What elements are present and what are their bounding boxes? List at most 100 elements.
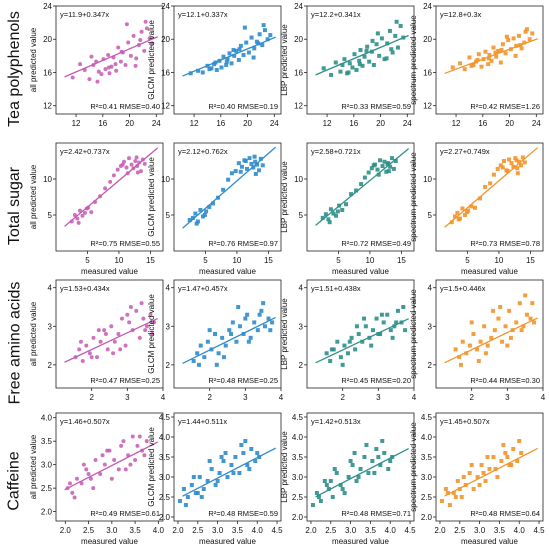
data-point [135,443,140,448]
data-point [96,328,101,333]
data-point [481,471,486,475]
data-point [384,169,389,174]
data-point [475,475,480,479]
data-point [99,72,104,77]
data-point [390,335,395,340]
data-point [205,479,210,483]
data-point [255,162,260,167]
data-point [133,159,138,163]
data-point [342,491,347,495]
y-axis-label: all predicted value [29,27,38,92]
data-point [256,168,261,173]
data-point [191,475,196,479]
data-point [130,434,135,439]
data-point [475,58,480,62]
data-point [207,459,212,463]
data-point [133,63,138,68]
data-point [193,211,198,216]
data-point [346,351,351,356]
x-tick-label: 15 [526,256,535,265]
x-axis-label: measured value [199,537,256,546]
data-point [197,475,202,479]
data-point [81,462,86,467]
data-point [458,362,463,367]
data-point [116,332,121,336]
data-point [483,479,488,483]
data-point [80,359,85,363]
regression-line [315,448,409,498]
y-axis-label: spectrum predicted value [409,289,418,379]
y-tick-label: 10 [43,175,52,184]
x-tick-label: 4 [412,393,417,402]
data-point [350,463,355,467]
y-tick-label: 4 [428,284,433,293]
regression-equation: y=1.46+0.507x [60,417,110,426]
data-point [129,162,134,167]
y-axis-label: LBP predicted value [280,24,289,96]
data-point [478,339,483,344]
data-point [366,170,371,175]
data-point [371,62,376,67]
data-point [118,59,123,64]
x-tick-label: 3.0 [345,526,357,535]
y-tick-label: 16 [43,68,52,77]
data-point [93,457,98,462]
data-point [464,210,469,215]
x-tick-label: 4 [541,393,546,402]
data-point [191,359,196,363]
data-point [360,339,365,344]
data-point [239,443,244,447]
data-point [390,50,395,55]
data-point [226,177,231,182]
data-point [323,212,328,217]
regression-equation: y=1.44+0.511x [178,417,227,426]
y-tick-label: 2.5 [292,493,304,502]
data-point [333,213,338,218]
data-point [150,41,155,46]
data-point [89,54,94,59]
data-point [324,483,329,487]
data-point [333,60,338,65]
data-point [183,503,188,507]
data-point [103,186,108,191]
x-tick-label: 3 [243,393,248,402]
data-point [354,324,359,329]
y-tick-label: 4.0 [292,433,304,442]
regression-equation: y=1.47+0.457x [178,284,228,293]
data-point [491,172,496,177]
data-point [91,335,96,340]
data-point [207,67,212,72]
data-point [450,65,455,70]
data-point [143,19,148,24]
data-point [249,447,254,451]
data-point [234,48,239,53]
data-point [109,476,114,481]
y-axis-label: spectrum predicted value [409,422,418,512]
data-point [486,62,491,67]
data-point [75,216,80,221]
regression-line [315,318,409,364]
x-tick-label: 2.5 [325,526,337,535]
data-point [329,72,334,77]
data-point [144,439,149,444]
data-point [116,467,121,472]
data-point [356,475,361,479]
x-axis-label: measured value [81,537,138,546]
data-point [356,332,361,336]
fit-statistics: R²=0.75 RMSE=0.55 [90,239,160,248]
regression-equation: y=2.12+0.762x [178,147,228,156]
fit-statistics: R²=0.48 RMSE=0.59 [208,509,278,518]
plot-frame [306,142,415,252]
x-tick-label: 10 [114,256,123,265]
data-point [78,62,83,67]
data-point [508,335,513,340]
data-point [471,487,476,491]
data-point [483,184,488,189]
data-point [198,343,203,348]
data-point [523,293,528,298]
data-point [332,467,337,471]
data-point [500,42,505,47]
data-point [89,210,94,215]
data-point [232,53,237,58]
data-point [239,164,244,169]
